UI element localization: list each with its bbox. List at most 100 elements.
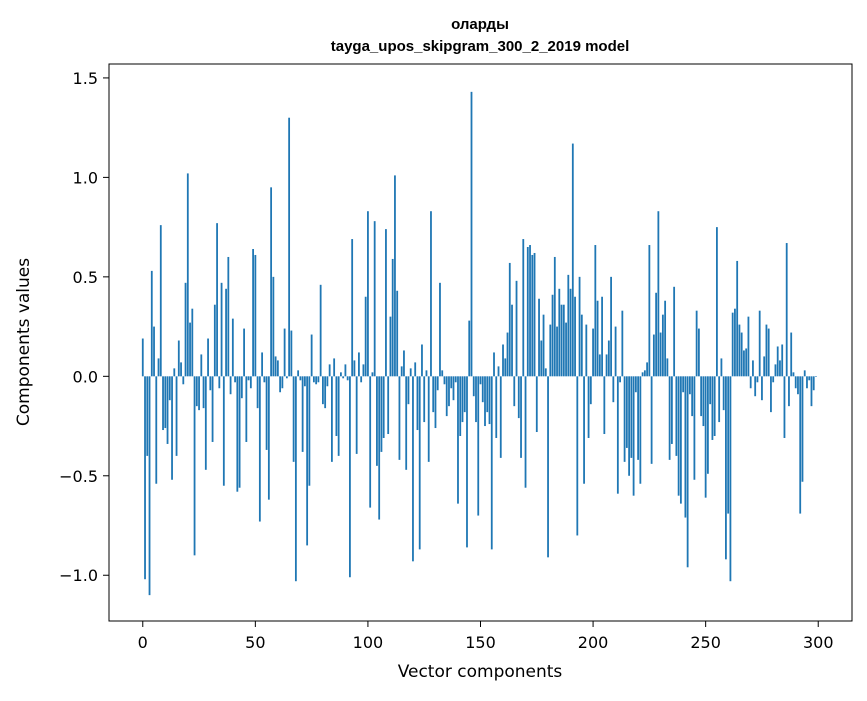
bar bbox=[324, 376, 327, 409]
bar bbox=[470, 91, 473, 377]
bar bbox=[585, 324, 588, 377]
bar bbox=[463, 376, 466, 413]
bar bbox=[270, 187, 273, 377]
x-tick-label: 150 bbox=[465, 633, 496, 652]
bar bbox=[623, 376, 626, 462]
bar bbox=[288, 117, 291, 377]
bar bbox=[472, 376, 475, 397]
bar bbox=[261, 352, 264, 377]
bar bbox=[684, 376, 687, 518]
bar bbox=[403, 350, 405, 377]
bar bbox=[601, 296, 603, 377]
bar bbox=[432, 376, 435, 413]
bar bbox=[267, 376, 270, 500]
bar bbox=[522, 239, 525, 377]
bar bbox=[330, 376, 333, 462]
bar bbox=[682, 376, 685, 393]
bar bbox=[218, 376, 221, 389]
bar bbox=[394, 175, 396, 377]
bar bbox=[740, 332, 743, 377]
bar bbox=[263, 376, 266, 383]
bar bbox=[441, 370, 444, 377]
bar bbox=[376, 376, 378, 466]
bar bbox=[779, 360, 781, 377]
bar bbox=[520, 376, 522, 458]
bar bbox=[229, 376, 232, 395]
bar bbox=[589, 376, 592, 405]
bar bbox=[592, 328, 594, 377]
bar bbox=[666, 358, 669, 377]
bar bbox=[686, 376, 689, 568]
bar bbox=[571, 143, 574, 377]
bar bbox=[772, 376, 775, 383]
bar bbox=[610, 276, 612, 377]
bar bbox=[213, 304, 216, 377]
bar bbox=[290, 330, 293, 377]
bar bbox=[202, 376, 205, 409]
bar bbox=[452, 376, 455, 401]
bar bbox=[180, 362, 182, 377]
bar bbox=[319, 284, 322, 377]
bar bbox=[711, 376, 714, 440]
y-tick-label: 1.5 bbox=[73, 69, 98, 88]
bar bbox=[542, 314, 545, 377]
bar bbox=[405, 376, 408, 470]
chart-title-line-2: tayga_upos_skipgram_300_2_2019 model bbox=[331, 38, 630, 55]
bar bbox=[506, 332, 509, 377]
x-axis-ticks: 0 50 100 150 200 250 300 bbox=[138, 621, 834, 652]
bar bbox=[344, 364, 347, 377]
bar bbox=[650, 376, 653, 464]
bar bbox=[373, 221, 376, 377]
bar bbox=[362, 364, 365, 377]
bar bbox=[815, 376, 817, 377]
bar bbox=[358, 352, 360, 377]
bar bbox=[754, 376, 757, 397]
bar bbox=[551, 294, 554, 377]
x-tick-label: 200 bbox=[578, 633, 609, 652]
bar bbox=[731, 312, 734, 377]
bar bbox=[607, 340, 610, 377]
bar bbox=[247, 376, 250, 381]
bar bbox=[596, 300, 599, 377]
bar bbox=[333, 358, 336, 377]
bar bbox=[389, 316, 392, 377]
bar bbox=[630, 376, 633, 458]
bar bbox=[445, 376, 448, 417]
bar bbox=[668, 376, 671, 460]
bar bbox=[364, 296, 367, 377]
bar bbox=[801, 376, 804, 482]
bar bbox=[159, 225, 162, 377]
bar bbox=[490, 376, 493, 550]
bar bbox=[533, 252, 536, 377]
bar bbox=[639, 376, 642, 484]
bar bbox=[803, 370, 806, 377]
bar bbox=[718, 376, 721, 423]
bar bbox=[594, 245, 597, 377]
bar bbox=[691, 376, 694, 417]
bar bbox=[171, 376, 173, 480]
bar bbox=[688, 376, 691, 395]
bar bbox=[321, 376, 324, 405]
bar bbox=[409, 368, 412, 377]
bar bbox=[421, 344, 423, 377]
bar bbox=[761, 376, 763, 401]
bar bbox=[673, 286, 676, 377]
bar bbox=[243, 328, 245, 377]
bar bbox=[697, 328, 700, 377]
plot-frame bbox=[108, 63, 853, 622]
bar bbox=[186, 173, 189, 377]
bar bbox=[340, 372, 342, 377]
y-tick-label: 0.0 bbox=[73, 367, 98, 386]
bar bbox=[797, 376, 799, 395]
bar bbox=[646, 362, 649, 377]
bar bbox=[177, 340, 180, 377]
bar bbox=[781, 344, 784, 377]
bar bbox=[146, 376, 149, 456]
bar bbox=[351, 239, 354, 377]
bar bbox=[767, 328, 770, 377]
bar bbox=[297, 370, 300, 377]
bar bbox=[184, 282, 187, 377]
bar bbox=[430, 211, 432, 377]
bar bbox=[400, 366, 403, 377]
